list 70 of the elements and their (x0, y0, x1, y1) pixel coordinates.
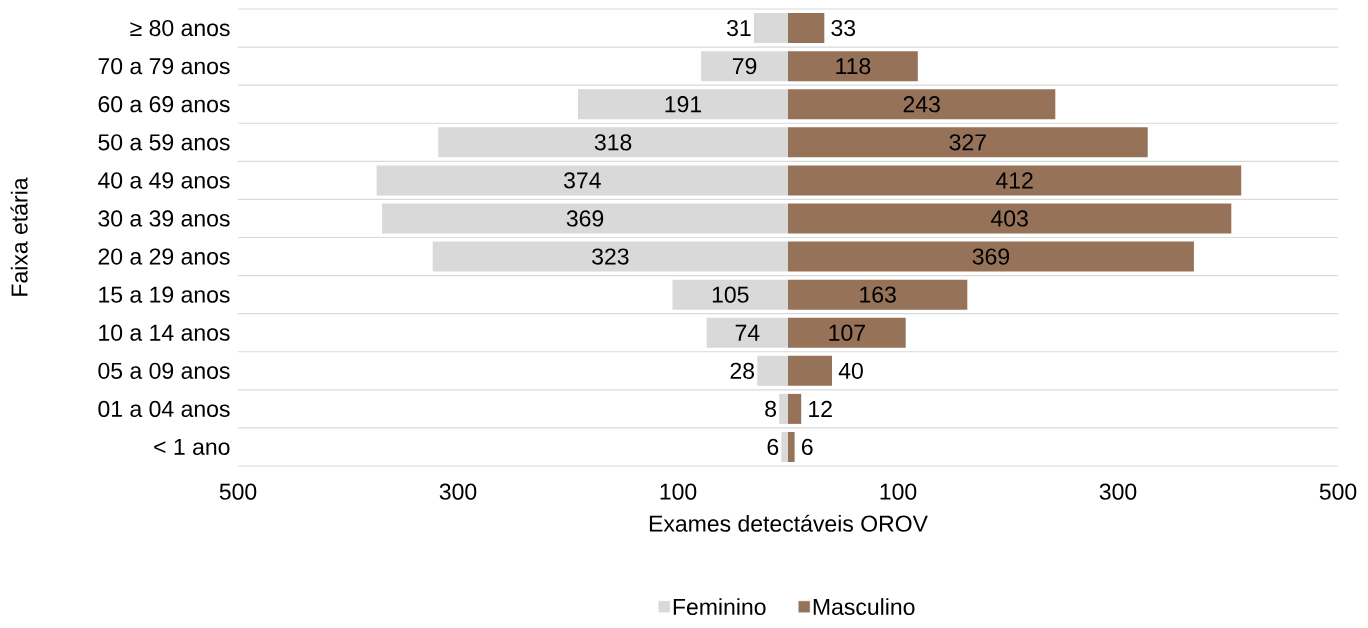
bar (672, 279, 789, 310)
x-tick-label: 500 (219, 483, 257, 500)
data-label: 8 (765, 400, 777, 418)
y-tick-label: 10 a 14 anos (99, 324, 230, 341)
y-tick-label: ≥ 80 anos (130, 19, 230, 37)
data-label: 12 (809, 400, 832, 417)
bar (788, 13, 825, 44)
y-tick-label: 60 a 69 anos (98, 96, 230, 113)
bar (757, 355, 789, 386)
bar (706, 317, 789, 348)
y-tick-label: 20 a 29 anos (98, 248, 230, 265)
bar (788, 203, 1232, 234)
data-label: 323 (592, 248, 629, 265)
data-label: 191 (665, 96, 702, 113)
legend-label: Masculino (813, 598, 915, 616)
bar (788, 165, 1242, 196)
y-tick-label: 15 a 19 anos (99, 286, 230, 303)
x-axis-title: Exames detectáveis OROV (649, 514, 928, 532)
bar (788, 355, 833, 386)
data-label: 79 (732, 57, 757, 75)
y-tick-label: 70 a 79 anos (98, 57, 230, 75)
data-label: 318 (594, 134, 632, 151)
bar (701, 51, 789, 82)
data-label: 163 (860, 286, 896, 303)
data-label: 28 (730, 362, 755, 379)
y-tick-label: 01 a 04 anos (98, 400, 230, 418)
bar (438, 127, 789, 158)
bar (788, 89, 1056, 120)
data-label: 6 (801, 438, 813, 456)
bar (788, 127, 1148, 158)
data-label: 374 (563, 172, 601, 189)
data-label: 403 (991, 210, 1028, 227)
x-tick-label: 100 (880, 483, 917, 500)
bar (788, 431, 795, 462)
y-tick-label: < 1 ano (154, 438, 230, 455)
data-label: 107 (829, 324, 865, 341)
bar (382, 203, 789, 234)
data-label: 327 (949, 134, 986, 151)
bar (788, 393, 802, 424)
bar (376, 165, 789, 196)
data-label: 412 (995, 172, 1033, 189)
data-label: 369 (972, 248, 1010, 265)
x-tick-label: 300 (1099, 483, 1137, 500)
data-label: 6 (767, 438, 779, 456)
data-label: 118 (836, 57, 871, 75)
y-tick-label: 30 a 39 anos (98, 210, 230, 227)
y-tick-label: 50 a 59 anos (98, 134, 230, 151)
bar (788, 317, 906, 348)
bar (788, 279, 968, 310)
bar (779, 393, 789, 424)
x-tick-label: 500 (1319, 483, 1357, 500)
x-tick-label: 300 (439, 483, 477, 500)
data-label: 369 (566, 210, 604, 227)
data-label: 31 (727, 19, 751, 37)
data-label: 243 (903, 96, 940, 113)
data-label: 40 (838, 362, 863, 379)
bar (577, 89, 789, 120)
bar (753, 13, 789, 44)
bar (788, 51, 918, 82)
bar (788, 241, 1194, 272)
data-label: 33 (831, 19, 856, 37)
y-tick-label: 05 a 09 anos (98, 362, 230, 379)
data-label: 105 (712, 286, 749, 303)
y-tick-label: 40 a 49 anos (98, 172, 230, 189)
legend-label: Feminino (673, 598, 766, 616)
bar (781, 431, 789, 462)
y-axis-title: Faixa etária (10, 177, 28, 296)
x-tick-label: 100 (660, 483, 697, 500)
bar (432, 241, 789, 272)
data-label: 74 (735, 324, 760, 341)
